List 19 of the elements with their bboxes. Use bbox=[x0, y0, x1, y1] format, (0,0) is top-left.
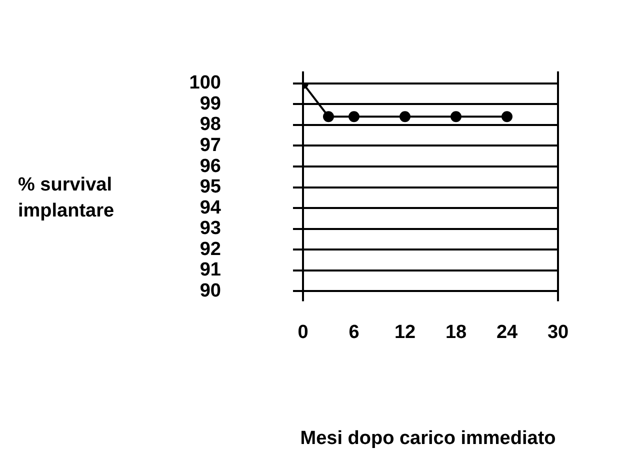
y-tick-label: 91 bbox=[200, 260, 222, 281]
y-tick-label: 95 bbox=[200, 176, 222, 198]
y-axis-title: % survival implantare bbox=[18, 174, 114, 222]
y-tick-label: 96 bbox=[200, 156, 221, 177]
x-tick-label: 6 bbox=[348, 322, 360, 343]
y-tick-label: 99 bbox=[200, 93, 221, 114]
x-tick-label: 18 bbox=[445, 322, 467, 343]
y-tick-label: 100 bbox=[189, 72, 221, 94]
x-tick-label: 0 bbox=[298, 322, 308, 343]
y-tick-label: 93 bbox=[200, 218, 221, 240]
y-tick-label: 94 bbox=[200, 197, 222, 218]
y-tick-label: 90 bbox=[200, 280, 221, 302]
x-tick-label: 12 bbox=[394, 322, 416, 343]
y-tick-label: 92 bbox=[200, 238, 221, 260]
y-tick-label: 97 bbox=[200, 134, 221, 156]
x-axis-title: Mesi dopo carico immediato bbox=[300, 428, 556, 449]
y-tick-label: 98 bbox=[200, 114, 221, 136]
x-tick-label: 30 bbox=[547, 322, 569, 343]
x-tick-label: 24 bbox=[496, 322, 518, 343]
